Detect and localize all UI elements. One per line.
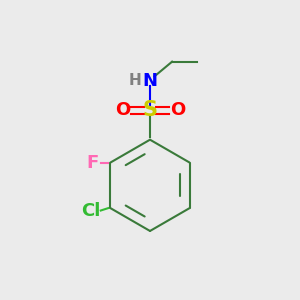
Text: H: H [128,73,141,88]
Text: O: O [170,101,185,119]
Text: F: F [86,154,99,172]
Text: O: O [115,101,130,119]
Text: N: N [142,72,158,90]
Text: Cl: Cl [81,202,100,220]
Text: S: S [142,100,158,120]
